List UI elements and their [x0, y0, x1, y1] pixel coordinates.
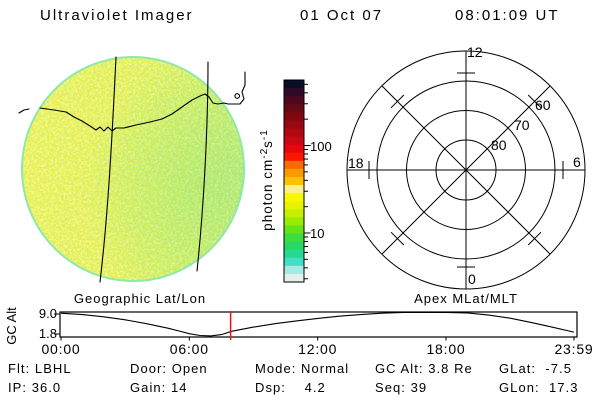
colorbar-band	[284, 201, 304, 210]
colorbar-band	[284, 193, 304, 202]
gcalt-plot-box	[59, 311, 578, 338]
colorbar-band	[284, 185, 304, 194]
colorbar-band	[284, 120, 304, 129]
y-axis-title: GC Alt	[4, 307, 19, 345]
x-axis-tick-label: 23:59	[554, 341, 593, 357]
status-seq: Seq: 39	[375, 380, 428, 395]
colorbar-band	[284, 233, 304, 242]
status-ip: IP: 36.0	[8, 380, 62, 395]
status-door: Door: Open	[130, 361, 208, 376]
y-axis-ticks	[54, 313, 60, 335]
page-title: Ultraviolet Imager	[40, 7, 194, 24]
mlt-label-0: 0	[468, 271, 476, 287]
colorbar-unit-label: photon cm-2s-1	[259, 129, 275, 231]
colorbar-band	[284, 225, 304, 234]
mlt-label-18: 18	[348, 155, 364, 171]
x-axis: 00:00 06:00 12:00 18:00 23:59	[41, 337, 593, 357]
header-time: 08:01:09 UT	[455, 7, 560, 24]
status-glat: GLat: -7.5	[499, 361, 572, 376]
colorbar: 100 10 photon cm-2s-1	[259, 79, 332, 283]
colorbar-band	[284, 144, 304, 154]
gcalt-curve	[60, 311, 575, 337]
colorbar-band	[284, 217, 304, 226]
colorbar-ticks	[304, 83, 311, 280]
y-axis-tick-label: 1.8	[39, 326, 57, 341]
colorbar-band	[284, 152, 304, 162]
polar-axis-diagonal-nesw	[381, 85, 551, 255]
caption-geographic-latlon: Geographic Lat/Lon	[73, 291, 207, 306]
colorbar-outline	[283, 79, 305, 283]
colorbar-band	[284, 136, 304, 146]
status-dsp: Dsp: 4.2	[255, 380, 326, 395]
polar-axis-end-ticks	[368, 72, 564, 268]
colorbar-band	[284, 241, 304, 251]
colorbar-band	[284, 249, 304, 259]
x-axis-tick-label: 00:00	[41, 341, 80, 357]
status-mode: Mode: Normal	[255, 361, 350, 376]
x-axis-tick-label: 18:00	[426, 341, 465, 357]
mlt-label-6: 6	[573, 154, 581, 170]
polar-grid: 12 18 6 0 80 70 60	[346, 44, 586, 290]
lat-label-60: 60	[535, 97, 551, 113]
colorbar-band	[284, 104, 304, 113]
geography-overlay	[18, 56, 246, 283]
colorbar-band	[284, 160, 304, 170]
coastline-main	[39, 93, 229, 132]
mlt-label-12: 12	[467, 44, 483, 60]
header-date: 01 Oct 07	[300, 7, 384, 24]
colorbar-band	[284, 168, 304, 178]
colorbar-band	[284, 80, 304, 89]
x-axis-tick-label: 12:00	[298, 341, 337, 357]
colorbar-tick-label: 10	[310, 226, 324, 241]
lat-label-80: 80	[491, 137, 507, 153]
colorbar-band	[284, 176, 304, 186]
colorbar-band	[284, 96, 304, 105]
colorbar-band	[284, 112, 304, 121]
coastline-hook	[227, 71, 246, 105]
disk-green-tint	[22, 57, 244, 281]
lat-label-70: 70	[514, 117, 530, 133]
colorbar-band	[284, 88, 304, 97]
colorbar-band	[284, 257, 304, 267]
colorbar-band	[284, 265, 304, 275]
y-axis-tick-label: 9.0	[39, 306, 57, 321]
meridian-line-1	[99, 56, 117, 283]
status-flt: Flt: LBHL	[8, 361, 72, 376]
disk-rim	[21, 56, 245, 282]
status-gain: Gain: 14	[130, 380, 188, 395]
status-glon: GLon: 17.3	[499, 380, 579, 395]
x-axis-tick-label: 06:00	[170, 341, 209, 357]
coastline-west-segment	[18, 108, 30, 114]
meridian-line-2	[196, 61, 209, 272]
uvi-disk-image	[18, 56, 246, 283]
colorbar-band	[284, 209, 304, 218]
colorbar-band	[284, 273, 304, 283]
colorbar-band	[284, 128, 304, 137]
colorbar-tick-label: 100	[310, 139, 332, 154]
caption-apex-mlat-mlt: Apex MLat/MLT	[414, 291, 518, 306]
colorbar-bands	[284, 80, 304, 283]
gcalt-plot: 9.0 1.8 GC Alt 00:00 06:00 12:00 18:00 23:59	[4, 306, 593, 357]
status-gc-alt: GC Alt: 3.8 Re	[375, 361, 473, 376]
coastline-island-circle	[234, 93, 241, 99]
